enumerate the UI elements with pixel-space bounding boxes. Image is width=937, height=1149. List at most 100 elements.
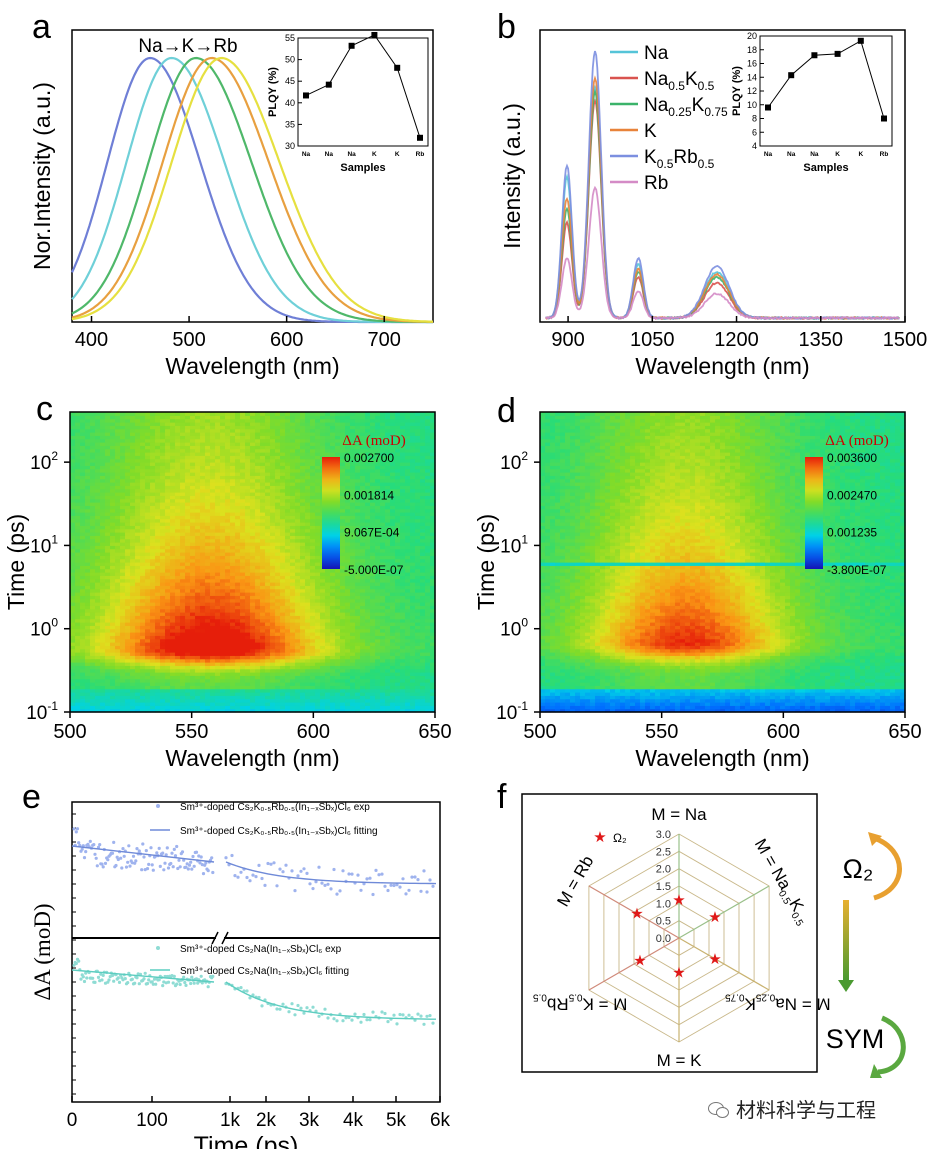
inset-y-tick-label: 20: [747, 31, 757, 41]
heatmap-cell: [90, 602, 96, 606]
heatmap-cell: [250, 545, 256, 550]
heatmap-cell: [205, 625, 211, 630]
heatmap-cell: [210, 598, 216, 603]
heatmap-cell: [175, 548, 181, 553]
heatmap-cell: [85, 682, 91, 686]
heatmap-cell: [350, 635, 356, 640]
heatmap-cell: [85, 638, 91, 643]
heatmap-cell: [215, 608, 221, 613]
heatmap-cell: [355, 518, 361, 523]
heatmap-cell: [200, 685, 206, 690]
heatmap-cell: [95, 705, 101, 710]
heatmap-cell: [360, 628, 366, 633]
heatmap-cell: [255, 568, 261, 573]
heatmap-cell: [200, 655, 206, 660]
heatmap-cell: [105, 528, 111, 533]
heatmap-cell: [410, 692, 416, 696]
heatmap-cell: [370, 698, 376, 703]
heatmap-cell: [195, 688, 201, 693]
heatmap-cell: [235, 568, 241, 573]
heatmap-cell: [385, 705, 391, 710]
heatmap-cell: [240, 558, 246, 563]
heatmap-cell: [340, 545, 346, 550]
heatmap-cell: [405, 538, 411, 543]
heatmap-cell: [230, 515, 236, 520]
heatmap-cell: [300, 645, 306, 650]
heatmap-cell: [240, 698, 246, 703]
heatmap-cell: [300, 632, 306, 636]
heatmap-cell: [400, 608, 406, 613]
heatmap-cell: [265, 612, 271, 616]
heatmap-cell: [230, 672, 236, 676]
heatmap-cell: [430, 515, 436, 520]
heatmap-cell: [430, 498, 436, 503]
heatmap-cell: [415, 578, 421, 583]
heatmap-cell: [385, 502, 391, 506]
heatmap-cell: [70, 705, 76, 710]
heatmap-cell: [370, 702, 376, 706]
heatmap-cell: [315, 608, 321, 613]
heatmap-cell: [270, 562, 276, 566]
heatmap-cell: [260, 652, 266, 656]
heatmap-cell: [190, 545, 196, 550]
heatmap-cell: [420, 652, 426, 656]
heatmap-cell: [320, 685, 326, 690]
heatmap-cell: [190, 682, 196, 686]
heatmap-cell: [340, 672, 346, 676]
heatmap-cell: [155, 522, 161, 526]
heatmap-cell: [405, 582, 411, 586]
heatmap-cell: [75, 585, 81, 590]
heatmap-cell: [315, 658, 321, 663]
heatmap-cell: [280, 512, 286, 516]
heatmap-cell: [330, 638, 336, 643]
heatmap-cell: [260, 575, 266, 580]
heatmap-cell: [275, 575, 281, 580]
heatmap-cell: [380, 608, 386, 613]
heatmap-cell: [290, 492, 296, 496]
heatmap-cell: [95, 672, 101, 676]
heatmap-cell: [105, 675, 111, 680]
heatmap-cell: [135, 492, 141, 496]
heatmap-cell: [245, 665, 251, 670]
heatmap-cell: [180, 702, 186, 706]
heatmap-cell: [95, 675, 101, 680]
heatmap-cell: [360, 658, 366, 663]
heatmap-cell: [300, 625, 306, 630]
heatmap-cell: [135, 645, 141, 650]
heatmap-cell: [410, 628, 416, 633]
heatmap-cell: [150, 612, 156, 616]
heatmap-cell: [385, 605, 391, 610]
heatmap-cell: [110, 605, 116, 610]
heatmap-cell: [250, 608, 256, 613]
heatmap-cell: [195, 625, 201, 630]
heatmap-cell: [385, 595, 391, 600]
heatmap-cell: [95, 658, 101, 663]
heatmap-cell: [270, 598, 276, 603]
heatmap-cell: [310, 515, 316, 520]
heatmap-cell: [80, 552, 86, 556]
heatmap-cell: [195, 605, 201, 610]
heatmap-cell: [395, 642, 401, 646]
heatmap-cell: [235, 645, 241, 650]
heatmap-cell: [310, 678, 316, 683]
heatmap-cell: [135, 575, 141, 580]
heatmap-cell: [250, 542, 256, 546]
heatmap-cell: [335, 635, 341, 640]
heatmap-cell: [255, 682, 261, 686]
heatmap-cell: [325, 685, 331, 690]
heatmap-cell: [430, 615, 436, 620]
heatmap-cell: [115, 618, 121, 623]
heatmap-cell: [200, 678, 206, 683]
heatmap-cell: [415, 692, 421, 696]
heatmap-cell: [300, 532, 306, 536]
heatmap-cell: [115, 668, 121, 673]
heatmap-cell: [345, 578, 351, 583]
heatmap-cell: [415, 632, 421, 636]
heatmap-cell: [105, 615, 111, 620]
heatmap-cell: [305, 535, 311, 540]
heatmap-cell: [190, 615, 196, 620]
heatmap-cell: [260, 578, 266, 583]
heatmap-cell: [220, 498, 226, 503]
heatmap-cell: [170, 692, 176, 696]
heatmap-cell: [395, 562, 401, 566]
